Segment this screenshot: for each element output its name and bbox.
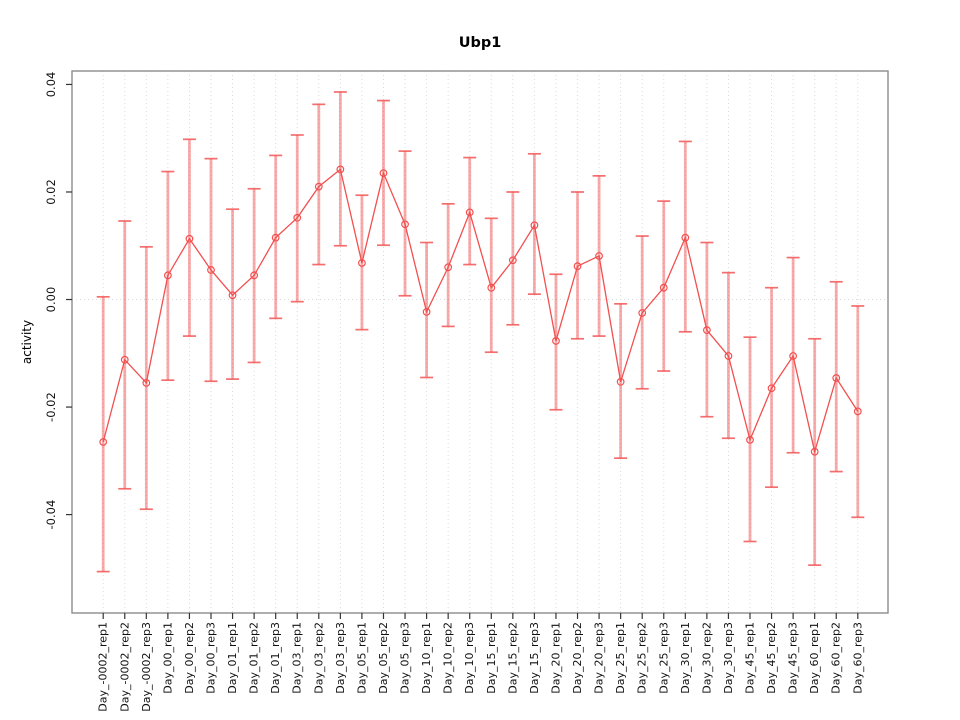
data-point-marker xyxy=(616,377,625,386)
x-tick-label: Day_25_rep2 xyxy=(636,622,649,694)
data-point-marker xyxy=(832,374,841,382)
data-point-marker xyxy=(271,233,280,242)
y-axis-label: activity xyxy=(20,320,34,364)
x-tick-label: Day_25_rep3 xyxy=(657,622,670,694)
data-point-marker xyxy=(163,271,172,280)
x-tick-label: Day_03_rep2 xyxy=(312,622,325,694)
data-point-marker xyxy=(207,266,215,274)
x-tick-label: Day_45_rep1 xyxy=(744,622,757,694)
series-line xyxy=(102,168,859,455)
x-tick-label: Day_10_rep1 xyxy=(420,622,433,694)
data-point-marker xyxy=(724,352,733,360)
data-point-marker xyxy=(379,169,388,178)
data-point-marker xyxy=(401,220,409,229)
data-point-marker xyxy=(638,309,647,317)
x-tick-label: Day_05_rep3 xyxy=(399,622,412,694)
data-point-marker xyxy=(358,259,366,267)
y-tick-label: -0.04 xyxy=(44,500,58,530)
x-tick-label: Day_00_rep2 xyxy=(183,622,196,694)
data-point-marker xyxy=(746,435,754,444)
data-point-marker xyxy=(853,407,862,416)
data-point-marker xyxy=(789,352,798,360)
x-tick-label: Day_45_rep2 xyxy=(765,622,778,694)
data-point-marker xyxy=(228,291,237,300)
y-tick-label: -0.02 xyxy=(44,392,58,422)
x-tick-label: Day_45_rep3 xyxy=(787,622,800,694)
x-tick-label: Day_30_rep3 xyxy=(722,622,735,694)
data-point-marker xyxy=(810,447,819,456)
x-tick-label: Day_-0002_rep1 xyxy=(97,622,110,712)
x-tick-label: Day_05_rep1 xyxy=(355,622,368,694)
x-tick-label: Day_00_rep3 xyxy=(205,622,218,694)
x-tick-label: Day_30_rep2 xyxy=(700,622,713,694)
x-tick-label: Day_03_rep3 xyxy=(334,622,347,694)
data-point-marker xyxy=(250,271,259,280)
x-tick-label: Day_15_rep2 xyxy=(506,622,519,694)
data-point-marker xyxy=(487,283,496,292)
data-point-marker xyxy=(659,283,668,292)
data-point-marker xyxy=(465,208,474,217)
y-tick-label: 0.04 xyxy=(44,72,58,98)
y-tick-label: 0.02 xyxy=(44,179,58,205)
data-point-marker xyxy=(530,221,539,230)
data-point-marker xyxy=(573,262,582,271)
x-tick-label: Day_01_rep1 xyxy=(226,622,239,694)
x-tick-label: Day_20_rep1 xyxy=(549,622,562,694)
data-point-marker xyxy=(142,378,151,387)
data-point-marker xyxy=(120,355,129,364)
y-tick-label: 0.00 xyxy=(44,287,58,313)
x-tick-label: Day_60_rep3 xyxy=(851,622,864,694)
data-point-marker xyxy=(185,234,194,243)
x-tick-label: Day_25_rep1 xyxy=(614,622,627,694)
x-tick-label: Day_10_rep2 xyxy=(442,622,455,694)
data-point-marker xyxy=(422,307,431,316)
x-tick-label: Day_60_rep1 xyxy=(808,622,821,694)
data-point-marker xyxy=(314,182,323,191)
x-tick-label: Day_20_rep2 xyxy=(571,622,584,694)
data-point-marker xyxy=(293,213,302,222)
x-tick-label: Day_15_rep3 xyxy=(528,622,541,694)
data-point-marker xyxy=(99,438,108,446)
x-tick-label: Day_20_rep3 xyxy=(593,622,606,694)
data-point-marker xyxy=(767,384,776,393)
data-point-marker xyxy=(681,233,690,242)
x-tick-label: Day_03_rep1 xyxy=(291,622,304,694)
x-tick-label: Day_01_rep2 xyxy=(248,622,261,694)
data-point-marker xyxy=(552,337,560,345)
x-tick-label: Day_15_rep1 xyxy=(485,622,498,694)
data-point-marker xyxy=(595,252,603,260)
x-tick-label: Day_-0002_rep2 xyxy=(118,622,131,712)
data-point-marker xyxy=(444,263,453,272)
data-point-marker xyxy=(508,256,517,265)
data-point-marker xyxy=(336,165,345,174)
chart-title: Ubp1 xyxy=(459,35,502,51)
x-tick-label: Day_-0002_rep3 xyxy=(140,622,153,712)
x-tick-label: Day_01_rep3 xyxy=(269,622,282,694)
x-tick-label: Day_60_rep2 xyxy=(830,622,843,694)
x-tick-label: Day_00_rep1 xyxy=(161,622,174,694)
x-tick-label: Day_05_rep2 xyxy=(377,622,390,694)
x-tick-label: Day_10_rep3 xyxy=(463,622,476,694)
data-point-marker xyxy=(702,326,711,335)
x-tick-label: Day_30_rep1 xyxy=(679,622,692,694)
plot-frame xyxy=(71,70,889,614)
